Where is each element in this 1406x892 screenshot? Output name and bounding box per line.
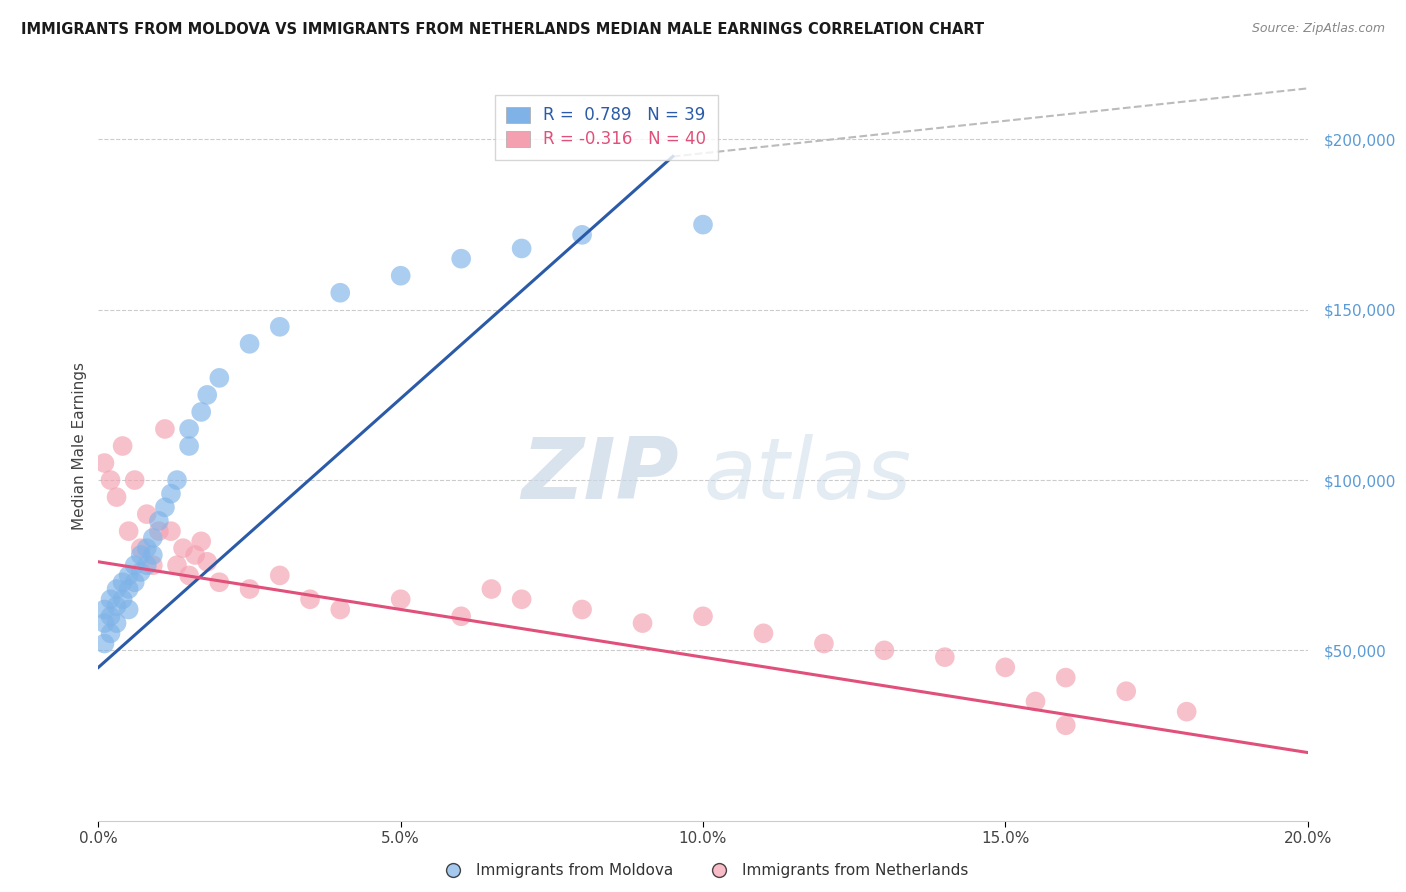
- Point: [631, 616, 654, 631]
- Point: [1054, 671, 1077, 685]
- Point: [450, 609, 472, 624]
- Y-axis label: Median Male Earnings: Median Male Earnings: [72, 362, 87, 530]
- Point: [135, 558, 157, 573]
- Point: [93, 616, 115, 631]
- Point: [184, 548, 207, 562]
- Point: [239, 336, 262, 351]
- Point: [195, 555, 218, 569]
- Point: [269, 319, 291, 334]
- Point: [239, 582, 262, 596]
- Point: [111, 592, 134, 607]
- Point: [190, 405, 212, 419]
- Point: [389, 268, 412, 283]
- Point: [105, 490, 128, 504]
- Point: [450, 252, 472, 266]
- Point: [124, 575, 146, 590]
- Point: [208, 371, 231, 385]
- Point: [160, 486, 183, 500]
- Point: [1024, 694, 1046, 708]
- Point: [299, 592, 322, 607]
- Point: [129, 565, 152, 579]
- Point: [1115, 684, 1137, 698]
- Point: [129, 541, 152, 556]
- Point: [208, 575, 231, 590]
- Text: Source: ZipAtlas.com: Source: ZipAtlas.com: [1251, 22, 1385, 36]
- Point: [111, 575, 134, 590]
- Point: [142, 558, 165, 573]
- Point: [934, 650, 956, 665]
- Point: [752, 626, 775, 640]
- Point: [179, 422, 201, 436]
- Point: [93, 456, 115, 470]
- Point: [571, 227, 593, 242]
- Point: [105, 582, 128, 596]
- Point: [153, 500, 176, 515]
- Point: [1175, 705, 1198, 719]
- Point: [100, 626, 122, 640]
- Point: [124, 473, 146, 487]
- Text: IMMIGRANTS FROM MOLDOVA VS IMMIGRANTS FROM NETHERLANDS MEDIAN MALE EARNINGS CORR: IMMIGRANTS FROM MOLDOVA VS IMMIGRANTS FR…: [21, 22, 984, 37]
- Point: [166, 558, 188, 573]
- Point: [148, 514, 170, 528]
- Point: [160, 524, 183, 538]
- Point: [179, 439, 201, 453]
- Point: [153, 422, 176, 436]
- Point: [105, 599, 128, 613]
- Point: [481, 582, 503, 596]
- Point: [692, 218, 714, 232]
- Point: [135, 541, 157, 556]
- Point: [166, 473, 188, 487]
- Point: [111, 439, 134, 453]
- Point: [873, 643, 896, 657]
- Point: [813, 636, 835, 650]
- Point: [100, 609, 122, 624]
- Point: [100, 473, 122, 487]
- Point: [172, 541, 194, 556]
- Point: [105, 616, 128, 631]
- Point: [142, 531, 165, 545]
- Point: [329, 602, 352, 616]
- Point: [124, 558, 146, 573]
- Point: [510, 592, 533, 607]
- Point: [994, 660, 1017, 674]
- Point: [571, 602, 593, 616]
- Point: [93, 602, 115, 616]
- Point: [510, 242, 533, 256]
- Legend: R =  0.789   N = 39, R = -0.316   N = 40: R = 0.789 N = 39, R = -0.316 N = 40: [495, 95, 718, 160]
- Point: [1054, 718, 1077, 732]
- Text: ZIP: ZIP: [522, 434, 679, 517]
- Legend: Immigrants from Moldova, Immigrants from Netherlands: Immigrants from Moldova, Immigrants from…: [432, 857, 974, 884]
- Point: [142, 548, 165, 562]
- Point: [118, 582, 141, 596]
- Point: [129, 548, 152, 562]
- Point: [93, 636, 115, 650]
- Point: [195, 388, 218, 402]
- Point: [329, 285, 352, 300]
- Point: [100, 592, 122, 607]
- Point: [118, 524, 141, 538]
- Point: [179, 568, 201, 582]
- Point: [148, 524, 170, 538]
- Point: [190, 534, 212, 549]
- Point: [389, 592, 412, 607]
- Point: [118, 602, 141, 616]
- Point: [118, 568, 141, 582]
- Point: [135, 507, 157, 521]
- Point: [692, 609, 714, 624]
- Text: atlas: atlas: [703, 434, 911, 517]
- Point: [269, 568, 291, 582]
